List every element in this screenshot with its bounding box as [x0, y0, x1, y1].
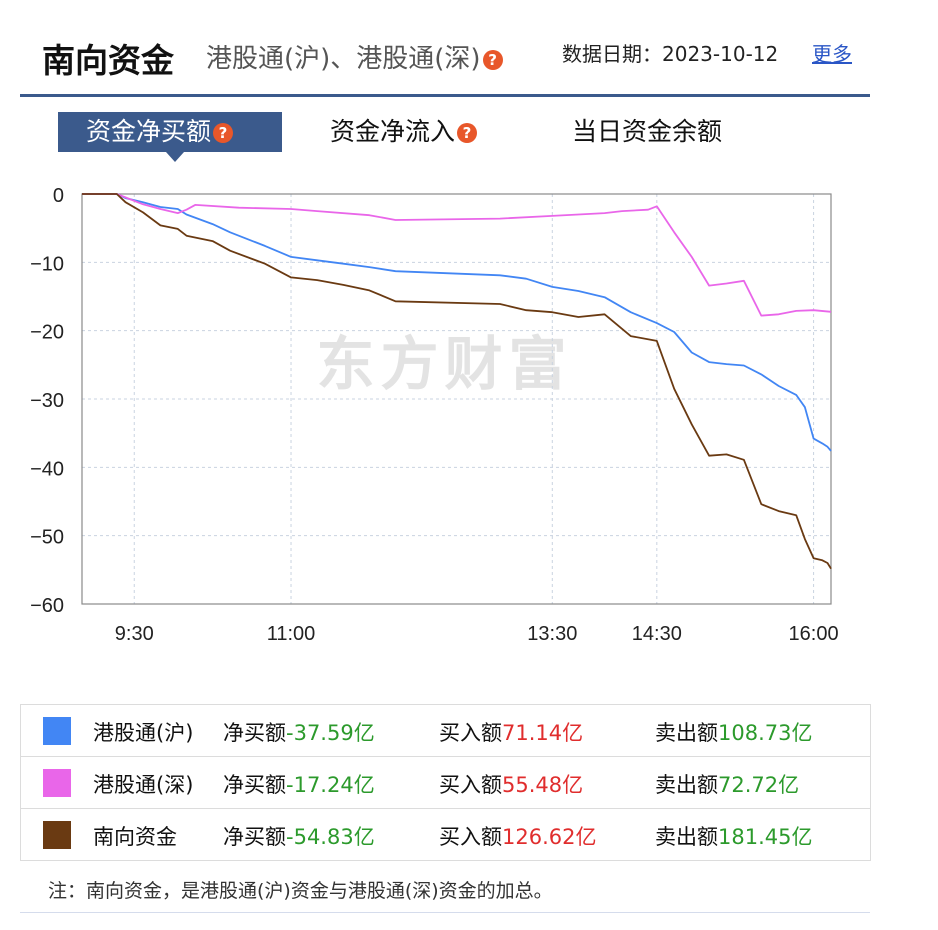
divider: [20, 912, 870, 913]
legend-buy: 买入额126.62亿: [439, 821, 596, 851]
legend-buy: 买入额55.48亿: [439, 769, 583, 799]
header: 南向资金 港股通(沪)、港股通(深)? 数据日期：2023-10-12 更多: [20, 18, 870, 97]
tab-daily-balance[interactable]: 当日资金余额: [572, 112, 722, 152]
legend-swatch: [43, 821, 71, 849]
sell-value: 181.45亿: [718, 825, 813, 849]
question-mark-icon[interactable]: ?: [482, 49, 503, 70]
x-tick-label: 13:30: [527, 623, 577, 645]
legend-row: 港股通(沪) 净买额-37.59亿 买入额71.14亿 卖出额108.73亿: [21, 705, 870, 757]
legend-net: 净买额-37.59亿: [223, 717, 375, 747]
tab-bar: 资金净买额? 资金净流入? 当日资金余额: [0, 112, 938, 162]
net-value: -17.24亿: [286, 773, 375, 797]
y-tick-label: −40: [30, 458, 64, 480]
sell-value: 72.72亿: [718, 773, 800, 797]
y-tick-label: −50: [30, 527, 64, 549]
legend-row: 南向资金 净买额-54.83亿 买入额126.62亿 卖出额181.45亿: [21, 809, 870, 860]
series-line: [82, 193, 832, 452]
buy-value: 55.48亿: [502, 773, 584, 797]
legend-row: 港股通(深) 净买额-17.24亿 买入额55.48亿 卖出额72.72亿: [21, 757, 870, 809]
legend-sell: 卖出额72.72亿: [655, 769, 799, 799]
tab-label: 资金净流入: [330, 117, 456, 146]
chart: 东方财富 0 −10 −20 −30 −40 −50 −60 9:30 11:00 13:30 14:…: [0, 176, 938, 656]
x-tick-label: 16:00: [789, 623, 839, 645]
page-subtitle: 港股通(沪)、港股通(深)?: [206, 38, 503, 75]
sell-value: 108.73亿: [718, 721, 813, 745]
series-line: [82, 193, 832, 570]
tab-net-inflow[interactable]: 资金净流入?: [330, 112, 478, 152]
tab-label: 当日资金余额: [572, 117, 723, 146]
legend-swatch: [43, 717, 71, 745]
buy-label: 买入额: [439, 773, 502, 797]
sell-label: 卖出额: [655, 825, 718, 849]
buy-label: 买入额: [439, 721, 502, 745]
series-line: [82, 193, 832, 317]
question-mark-icon[interactable]: ?: [213, 123, 234, 143]
buy-value: 126.62亿: [502, 825, 597, 849]
line-chart: 东方财富 0 −10 −20 −30 −40 −50 −60 9:30 11:00 13:30 14:…: [30, 185, 839, 645]
sell-label: 卖出额: [655, 721, 718, 745]
x-tick-label: 14:30: [632, 623, 682, 645]
y-tick-label: −20: [30, 322, 64, 344]
y-tick-label: −60: [30, 595, 64, 617]
more-link[interactable]: 更多: [812, 42, 852, 66]
watermark-text: 东方财富: [316, 330, 572, 398]
tab-net-buy[interactable]: 资金净买额?: [58, 112, 282, 162]
y-tick-label: −10: [30, 253, 64, 275]
x-tick-label: 9:30: [115, 623, 154, 645]
legend-net: 净买额-54.83亿: [223, 821, 375, 851]
sell-label: 卖出额: [655, 773, 718, 797]
net-label: 净买额: [223, 773, 286, 797]
page-title: 南向资金: [42, 41, 174, 80]
legend-table: 港股通(沪) 净买额-37.59亿 买入额71.14亿 卖出额108.73亿 港…: [20, 704, 871, 861]
x-tick-label: 11:00: [267, 623, 316, 645]
legend-series-name: 港股通(深): [93, 773, 194, 797]
tab-label: 资金净买额: [86, 117, 212, 146]
legend-sell: 卖出额108.73亿: [655, 717, 812, 747]
buy-label: 买入额: [439, 825, 502, 849]
legend-swatch: [43, 769, 71, 797]
footnote: 注：南向资金，是港股通(沪)资金与港股通(深)资金的加总。: [48, 880, 553, 902]
legend-series-name: 港股通(沪): [93, 721, 194, 745]
buy-value: 71.14亿: [502, 721, 584, 745]
subtitle-text: 港股通(沪)、港股通(深): [206, 44, 481, 74]
legend-sell: 卖出额181.45亿: [655, 821, 812, 851]
data-date: 数据日期：2023-10-12: [562, 42, 779, 66]
y-tick-label: −30: [30, 390, 64, 412]
y-tick-label: 0: [53, 185, 64, 207]
net-label: 净买额: [223, 825, 286, 849]
net-label: 净买额: [223, 721, 286, 745]
legend-series-name: 南向资金: [93, 825, 177, 849]
plot-frame: [81, 193, 832, 605]
question-mark-icon[interactable]: ?: [457, 123, 478, 143]
legend-net: 净买额-17.24亿: [223, 769, 375, 799]
net-value: -37.59亿: [286, 721, 375, 745]
legend-buy: 买入额71.14亿: [439, 717, 583, 747]
net-value: -54.83亿: [286, 825, 375, 849]
